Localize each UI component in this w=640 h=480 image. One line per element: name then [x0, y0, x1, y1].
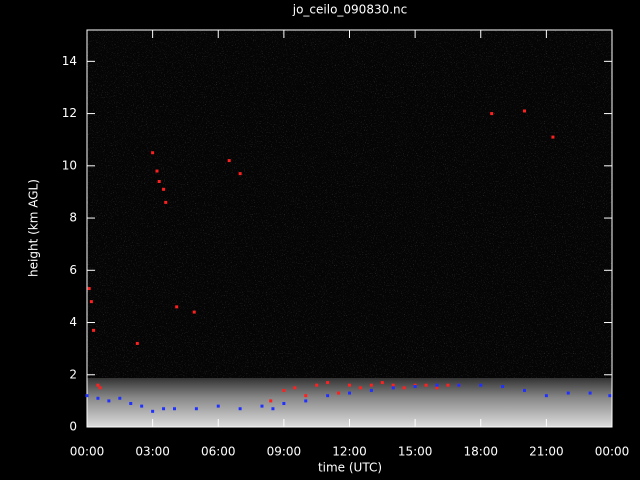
- point: [89, 300, 93, 304]
- point: [92, 328, 96, 332]
- y-tick-label: 4: [69, 315, 77, 329]
- y-tick-label: 6: [69, 263, 77, 277]
- y-tick-label: 12: [62, 106, 77, 120]
- point: [457, 383, 461, 387]
- point: [369, 383, 373, 387]
- point: [194, 407, 198, 411]
- point: [271, 407, 275, 411]
- point: [523, 388, 526, 392]
- point: [96, 383, 100, 387]
- point: [129, 401, 133, 405]
- y-tick-label: 8: [69, 211, 77, 225]
- point: [304, 394, 308, 398]
- point: [608, 394, 612, 398]
- backscatter-noise: [87, 30, 612, 427]
- x-tick-label: 09:00: [267, 445, 302, 459]
- x-tick-label: 03:00: [135, 445, 170, 459]
- point: [326, 394, 330, 398]
- y-tick-label: 14: [62, 54, 77, 68]
- point: [588, 391, 592, 395]
- point: [164, 200, 168, 204]
- point: [269, 399, 273, 403]
- point: [315, 383, 319, 387]
- point: [479, 383, 483, 387]
- y-axis-label: height (km AGL): [27, 179, 41, 277]
- point: [162, 407, 166, 411]
- chart-title: jo_ceilo_090830.nc: [292, 3, 408, 17]
- y-tick-label: 10: [62, 158, 77, 172]
- point: [157, 179, 161, 183]
- point: [348, 391, 351, 395]
- point: [85, 394, 89, 398]
- point: [413, 385, 417, 389]
- point: [391, 386, 395, 390]
- x-tick-label: 00:00: [595, 445, 630, 459]
- point: [551, 135, 555, 139]
- point: [118, 396, 122, 400]
- point: [326, 381, 330, 385]
- point: [140, 404, 144, 408]
- point: [173, 407, 176, 411]
- point: [238, 172, 242, 176]
- point: [107, 399, 111, 403]
- point: [135, 341, 139, 345]
- point: [435, 383, 439, 387]
- point: [216, 404, 220, 408]
- y-tick-label: 2: [69, 367, 77, 381]
- x-tick-label: 12:00: [332, 445, 367, 459]
- point: [192, 310, 196, 314]
- x-tick-label: 15:00: [398, 445, 433, 459]
- point: [304, 399, 308, 403]
- point: [566, 391, 570, 395]
- point: [227, 159, 231, 163]
- point: [391, 383, 395, 387]
- point: [337, 391, 341, 395]
- point: [523, 109, 526, 113]
- point: [544, 394, 548, 398]
- point: [501, 385, 505, 389]
- point: [96, 396, 100, 400]
- y-tick-label: 0: [69, 420, 77, 434]
- x-tick-label: 00:00: [70, 445, 105, 459]
- point: [151, 151, 155, 155]
- x-axis-label: time (UTC): [318, 461, 382, 475]
- point: [435, 386, 439, 390]
- point: [348, 383, 351, 387]
- x-tick-label: 18:00: [463, 445, 498, 459]
- point: [293, 386, 297, 390]
- point: [358, 386, 362, 390]
- point: [162, 187, 166, 191]
- point: [151, 409, 155, 413]
- point: [282, 401, 286, 405]
- point: [369, 388, 373, 392]
- x-tick-label: 06:00: [201, 445, 236, 459]
- point: [175, 305, 179, 309]
- point: [380, 381, 384, 385]
- point: [424, 383, 428, 387]
- point: [87, 287, 91, 291]
- point: [490, 112, 494, 116]
- point: [446, 383, 450, 387]
- point: [282, 388, 286, 392]
- point: [260, 404, 264, 408]
- point: [238, 407, 242, 411]
- point: [402, 386, 406, 390]
- point: [98, 386, 102, 390]
- x-tick-label: 21:00: [529, 445, 564, 459]
- point: [155, 169, 159, 173]
